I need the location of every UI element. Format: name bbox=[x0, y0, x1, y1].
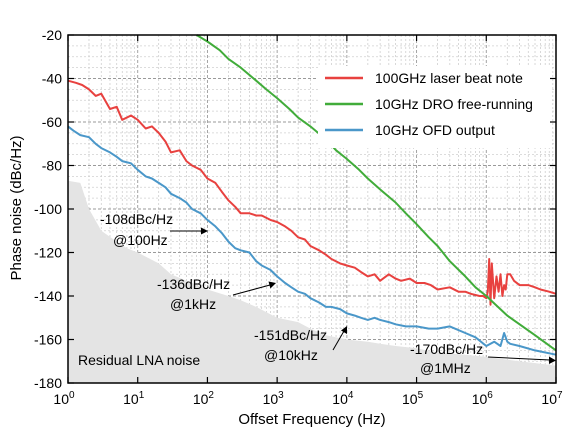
annotation-100hz-arrowhead bbox=[201, 227, 208, 235]
y-tick-label: -160 bbox=[34, 332, 62, 348]
legend-label-ofd: 10GHz OFD output bbox=[375, 122, 495, 138]
y-tick-label: -80 bbox=[42, 158, 62, 174]
series-layer bbox=[67, 34, 557, 356]
x-tick-label: 102 bbox=[193, 390, 215, 407]
x-tick-label: 103 bbox=[263, 390, 285, 407]
series-dro-free-running bbox=[196, 34, 557, 352]
x-tick-label: 107 bbox=[541, 390, 563, 407]
annotation-1khz-value: -136dBc/Hz bbox=[157, 276, 230, 292]
x-tick-label: 105 bbox=[402, 390, 424, 407]
x-tick-label: 100 bbox=[53, 390, 75, 407]
annotation-1mhz-arrowhead bbox=[549, 356, 556, 364]
legend-label-laser: 100GHz laser beat note bbox=[375, 70, 523, 86]
legend: 100GHz laser beat note 10GHz DRO free-ru… bbox=[318, 66, 550, 148]
y-tick-label: -140 bbox=[34, 288, 62, 304]
annotation-1mhz-freq: @1MHz bbox=[420, 360, 471, 376]
legend-background bbox=[318, 66, 550, 148]
annotation-100hz-value: -108dBc/Hz bbox=[100, 211, 173, 227]
x-tick-label: 106 bbox=[472, 390, 494, 407]
annotation-1khz-arrowhead bbox=[268, 281, 276, 289]
residual-noise-label: Residual LNA noise bbox=[78, 352, 200, 368]
annotation-1mhz-arrow bbox=[487, 356, 551, 361]
y-tick-label: -120 bbox=[34, 245, 62, 261]
series-ofd-output bbox=[67, 125, 557, 356]
annotation-1mhz-value: -170dBc/Hz bbox=[410, 341, 483, 357]
series-laser-beat-note bbox=[67, 79, 557, 306]
y-tick-label: -100 bbox=[34, 201, 62, 217]
y-tick-label: -180 bbox=[34, 375, 62, 391]
annotation-10khz-freq: @10kHz bbox=[264, 347, 318, 363]
annotation-100hz-freq: @100Hz bbox=[113, 232, 168, 248]
y-tick-label: -60 bbox=[42, 114, 62, 130]
y-tick-label: -20 bbox=[42, 27, 62, 43]
annotation-10khz-value: -151dBc/Hz bbox=[254, 327, 327, 343]
x-tick-label: 101 bbox=[123, 390, 145, 407]
x-tick-label: 104 bbox=[332, 390, 354, 407]
annotation-1khz-arrow bbox=[232, 284, 271, 296]
residual-lna-noise-fill bbox=[68, 180, 556, 383]
legend-label-dro: 10GHz DRO free-running bbox=[375, 96, 533, 112]
y-axis-label: Phase noise (dBc/Hz) bbox=[8, 135, 25, 280]
residual-lna-noise-area bbox=[68, 180, 556, 383]
annotation-1khz-freq: @1kHz bbox=[170, 296, 216, 312]
annotation-10khz-arrow bbox=[332, 330, 345, 351]
x-axis-label: Offset Frequency (Hz) bbox=[238, 411, 385, 428]
axis-ticks: 100 101 102 103 104 105 106 107 -20 -40 -60 -80 -100… bbox=[34, 27, 563, 407]
y-tick-label: -40 bbox=[42, 71, 62, 87]
annotation-10khz-arrowhead bbox=[341, 326, 347, 334]
annotations: -108dBc/Hz @100Hz -136dBc/Hz @1kHz -151d… bbox=[78, 211, 556, 376]
